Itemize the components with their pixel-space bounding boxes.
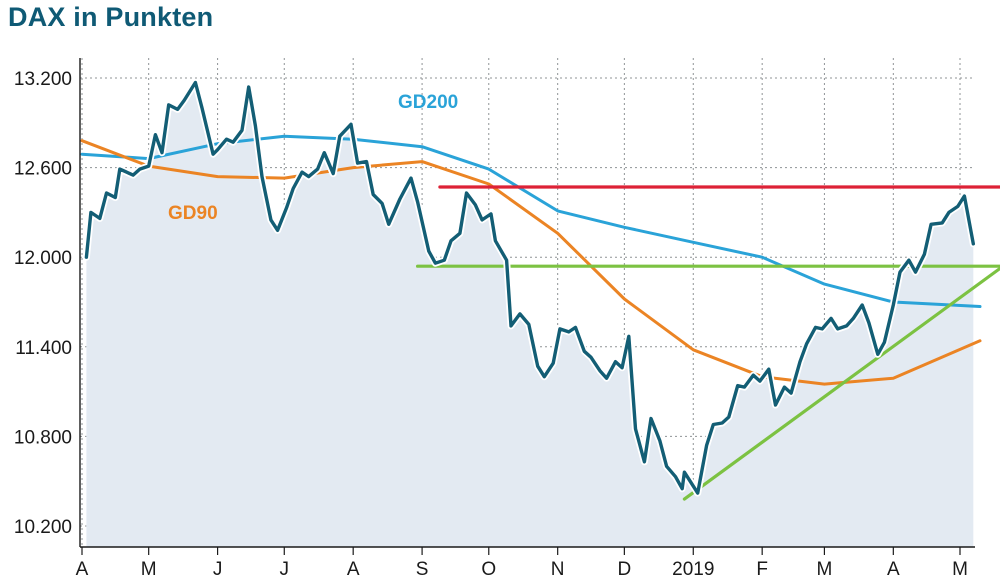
- y-tick-labels: 13.200 12.600 12.000 11.400 10.800 10.200: [14, 69, 72, 538]
- x-tick-label: M: [141, 559, 157, 580]
- y-tick-label: 12.600: [14, 159, 72, 180]
- trend-line: [682, 266, 1000, 501]
- legend-label-gd90: GD90: [168, 203, 218, 224]
- dax-line: [82, 79, 977, 497]
- x-tick-label: F: [756, 559, 768, 580]
- legend-label-gd200: GD200: [398, 92, 458, 113]
- price-area: [86, 82, 974, 547]
- x-tick-label: J: [213, 559, 223, 580]
- x-tick-label: A: [76, 559, 89, 580]
- y-tick-label: 10.200: [14, 517, 72, 538]
- dax-area-fill: [86, 82, 974, 547]
- x-tick-label: 2019: [672, 559, 714, 580]
- x-tick-label: M: [952, 559, 968, 580]
- y-tick-label: 11.400: [15, 338, 72, 359]
- gd90-line: [80, 139, 982, 386]
- x-tick-label: N: [551, 559, 565, 580]
- y-tick-label: 10.800: [14, 427, 72, 448]
- dax-series-line: [84, 80, 975, 495]
- x-tick-label: D: [617, 559, 631, 580]
- x-tick-label: A: [887, 559, 900, 580]
- chart-title: DAX in Punkten: [8, 2, 214, 32]
- x-tick-label: S: [416, 559, 429, 580]
- y-tick-label: 13.200: [14, 69, 72, 90]
- axes: [79, 58, 975, 555]
- x-tick-label: M: [816, 559, 832, 580]
- x-tick-labels: A M J J A S O N D 2019 F M A M: [76, 559, 968, 580]
- x-tick-label: O: [481, 559, 496, 580]
- y-tick-label: 12.000: [14, 248, 72, 269]
- x-tick-label: J: [280, 559, 290, 580]
- legend: GD200 GD90: [168, 92, 458, 224]
- x-tick-label: A: [347, 559, 360, 580]
